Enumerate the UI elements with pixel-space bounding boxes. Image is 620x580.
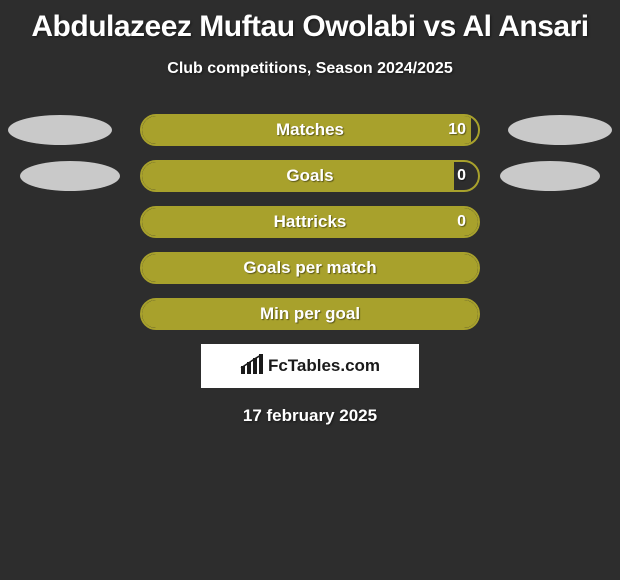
stat-bar: Matches10 <box>140 114 480 146</box>
stat-bar-fill <box>142 162 454 190</box>
stat-row: Goals0 <box>0 160 620 192</box>
stat-bar-fill <box>142 116 471 144</box>
branding-badge: FcTables.com <box>201 344 419 388</box>
stat-bar: Goals per match <box>140 252 480 284</box>
stat-row: Hattricks0 <box>0 206 620 238</box>
left-ellipse <box>20 161 120 191</box>
branding-text: FcTables.com <box>268 356 380 376</box>
stat-bar: Min per goal <box>140 298 480 330</box>
stat-bar-fill <box>142 208 478 236</box>
stat-bar-fill <box>142 300 478 328</box>
stat-rows: Matches10 Goals0 Hattricks0 Goals per match… <box>0 114 620 330</box>
page-subtitle: Club competitions, Season 2024/2025 <box>0 60 620 78</box>
stat-row: Matches10 <box>0 114 620 146</box>
stat-bar-fill <box>142 254 478 282</box>
stat-bar: Goals0 <box>140 160 480 192</box>
stat-value: 0 <box>457 167 466 185</box>
date-text: 17 february 2025 <box>0 406 620 426</box>
right-ellipse <box>508 115 612 145</box>
left-ellipse <box>8 115 112 145</box>
stat-row: Min per goal <box>0 298 620 330</box>
right-ellipse <box>500 161 600 191</box>
page-title: Abdulazeez Muftau Owolabi vs Al Ansari <box>0 0 620 44</box>
bar-chart-icon <box>240 354 264 379</box>
stat-row: Goals per match <box>0 252 620 284</box>
stat-bar: Hattricks0 <box>140 206 480 238</box>
